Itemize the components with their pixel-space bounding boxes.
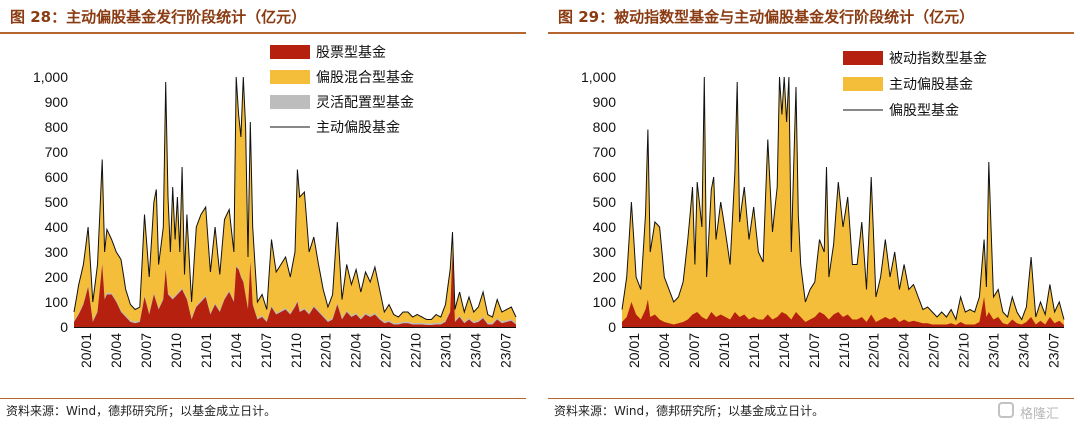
right-xtick-label: 22/10 xyxy=(956,333,972,368)
left-series-area-upper xyxy=(74,77,516,327)
left-ytick-label: 500 xyxy=(45,194,69,210)
right-series-line-total xyxy=(621,76,1065,322)
right-legend-label: 被动指数型基金 xyxy=(889,50,987,66)
right-x-axis: 20/01 20/04 20/07 20/10 21/01 21/04 21/07 21/10… xyxy=(622,327,1064,368)
right-xtick-label: 21/01 xyxy=(746,333,762,368)
right-ytick-label: 1,000 xyxy=(581,69,616,85)
left-xtick-label: 23/01 xyxy=(438,333,454,368)
right-xtick-label: 22/04 xyxy=(896,333,912,368)
right-series-area-lower xyxy=(622,297,1064,327)
left-legend-swatch xyxy=(270,70,310,84)
left-xtick-label: 22/04 xyxy=(348,333,364,368)
left-ytick-label: 900 xyxy=(45,94,69,110)
left-xtick-label: 23/07 xyxy=(498,333,514,368)
watermark-logo: 格隆汇 xyxy=(998,401,1072,423)
left-legend-label: 偏股混合型基金 xyxy=(316,69,414,85)
right-ytick-label: 100 xyxy=(593,294,617,310)
left-title-rule xyxy=(0,32,526,34)
left-xtick-label: 22/07 xyxy=(378,333,394,368)
right-xtick-label: 23/04 xyxy=(1016,333,1032,368)
right-y-axis: 0 100 200 300 400 500 600 700 800 900 1,000 xyxy=(581,69,616,335)
right-source-note: 资料来源：Wind，德邦研究所；以基金成立日计。 xyxy=(554,404,825,418)
left-ytick-label: 700 xyxy=(45,144,69,160)
left-ytick-label: 1,000 xyxy=(33,69,68,85)
right-xtick-label: 20/10 xyxy=(716,333,732,368)
left-series-area-lower xyxy=(74,252,516,327)
right-title-rule xyxy=(548,32,1074,34)
left-xtick-label: 21/04 xyxy=(228,333,244,368)
left-legend-swatch xyxy=(270,45,310,59)
left-ytick-label: 800 xyxy=(45,119,69,135)
right-xtick-label: 22/01 xyxy=(866,333,882,368)
right-ytick-label: 500 xyxy=(593,194,617,210)
right-ytick-label: 400 xyxy=(593,219,617,235)
left-x-axis: 20/01 20/04 20/07 20/10 21/01 21/04 21/07 21/10… xyxy=(74,327,516,368)
right-xtick-label: 21/10 xyxy=(836,333,852,368)
right-xtick-label: 23/01 xyxy=(986,333,1002,368)
right-xtick-label: 20/01 xyxy=(626,333,642,368)
left-legend-label: 股票型基金 xyxy=(316,44,386,60)
left-legend-label: 主动偏股基金 xyxy=(316,119,400,135)
left-legend-swatch xyxy=(270,95,310,109)
left-legend-label: 灵活配置型基金 xyxy=(316,94,414,110)
left-xtick-label: 20/10 xyxy=(168,333,184,368)
right-xtick-label: 20/07 xyxy=(686,333,702,368)
right-ytick-label: 700 xyxy=(593,144,617,160)
right-series-area-upper xyxy=(622,77,1064,327)
right-ytick-label: 300 xyxy=(593,244,617,260)
left-xtick-label: 22/10 xyxy=(408,333,424,368)
left-ytick-label: 300 xyxy=(45,244,69,260)
left-xtick-label: 22/01 xyxy=(318,333,334,368)
left-panel: 图 28：主动偏股基金发行阶段统计（亿元） 0 100 200 300 400 500 60… xyxy=(0,0,530,429)
left-chart-title: 图 28：主动偏股基金发行阶段统计（亿元） xyxy=(10,8,307,26)
left-ytick-label: 200 xyxy=(45,269,69,285)
left-xtick-label: 21/10 xyxy=(288,333,304,368)
left-series-line-total xyxy=(73,76,517,320)
right-xtick-label: 20/04 xyxy=(656,333,672,368)
left-ytick-label: 400 xyxy=(45,219,69,235)
left-xtick-label: 20/07 xyxy=(138,333,154,368)
right-xtick-label: 22/07 xyxy=(926,333,942,368)
left-y-axis: 0 100 200 300 400 500 600 700 800 900 1,000 xyxy=(33,69,68,335)
right-legend-label: 主动偏股基金 xyxy=(889,76,973,92)
right-ytick-label: 0 xyxy=(608,319,616,335)
left-xtick-label: 23/04 xyxy=(468,333,484,368)
left-xtick-label: 21/01 xyxy=(198,333,214,368)
left-ytick-label: 100 xyxy=(45,294,69,310)
watermark-text: 格隆汇 xyxy=(1020,407,1060,422)
right-source-rule xyxy=(548,398,1074,399)
right-ytick-label: 200 xyxy=(593,269,617,285)
left-plot xyxy=(73,76,517,327)
left-source-rule xyxy=(0,398,526,399)
right-ytick-label: 800 xyxy=(593,119,617,135)
right-plot xyxy=(621,76,1065,327)
left-xtick-label: 21/07 xyxy=(258,333,274,368)
left-xtick-label: 20/01 xyxy=(78,333,94,368)
right-xtick-label: 21/07 xyxy=(806,333,822,368)
right-legend-swatch xyxy=(843,77,883,91)
right-legend-label: 偏股型基金 xyxy=(889,102,959,118)
left-xtick-label: 20/04 xyxy=(108,333,124,368)
right-legend-swatch xyxy=(843,51,883,65)
right-ytick-label: 600 xyxy=(593,169,617,185)
left-source-note: 资料来源：Wind，德邦研究所；以基金成立日计。 xyxy=(6,404,277,418)
watermark-icon xyxy=(998,402,1014,418)
left-ytick-label: 0 xyxy=(60,319,68,335)
left-ytick-label: 600 xyxy=(45,169,69,185)
right-panel: 图 29：被动指数型基金与主动偏股基金发行阶段统计（亿元） 0 100 200 300… xyxy=(548,0,1078,429)
right-xtick-label: 23/07 xyxy=(1046,333,1062,368)
right-chart-title: 图 29：被动指数型基金与主动偏股基金发行阶段统计（亿元） xyxy=(558,8,975,26)
right-xtick-label: 21/04 xyxy=(776,333,792,368)
right-ytick-label: 900 xyxy=(593,94,617,110)
